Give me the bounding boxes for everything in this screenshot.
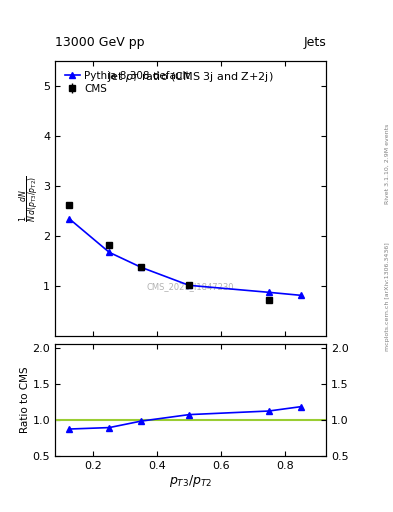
Pythia 8.308 default [107,249,112,255]
Text: Jet $p_T$ ratio (CMS 3j and Z+2j): Jet $p_T$ ratio (CMS 3j and Z+2j) [107,70,274,83]
Pythia 8.308 default [139,264,143,270]
Text: 13000 GeV pp: 13000 GeV pp [55,36,145,49]
Legend: Pythia 8.308 default, CMS: Pythia 8.308 default, CMS [61,67,194,98]
X-axis label: $p_{T3}/p_{T2}$: $p_{T3}/p_{T2}$ [169,473,212,489]
Text: mcplots.cern.ch [arXiv:1306.3436]: mcplots.cern.ch [arXiv:1306.3436] [385,243,389,351]
Text: CMS_2021_I1847230: CMS_2021_I1847230 [147,282,234,291]
Y-axis label: $\frac{1}{N}\frac{dN}{d(p_{T3}/p_{T2})}$: $\frac{1}{N}\frac{dN}{d(p_{T3}/p_{T2})}$ [18,176,42,222]
Line: Pythia 8.308 default: Pythia 8.308 default [66,216,304,299]
Pythia 8.308 default [187,282,191,288]
Pythia 8.308 default [67,216,72,222]
Pythia 8.308 default [266,289,271,295]
Text: Jets: Jets [303,36,326,49]
Y-axis label: Ratio to CMS: Ratio to CMS [20,367,29,433]
Pythia 8.308 default [298,292,303,298]
Text: Rivet 3.1.10, 2.9M events: Rivet 3.1.10, 2.9M events [385,124,389,204]
